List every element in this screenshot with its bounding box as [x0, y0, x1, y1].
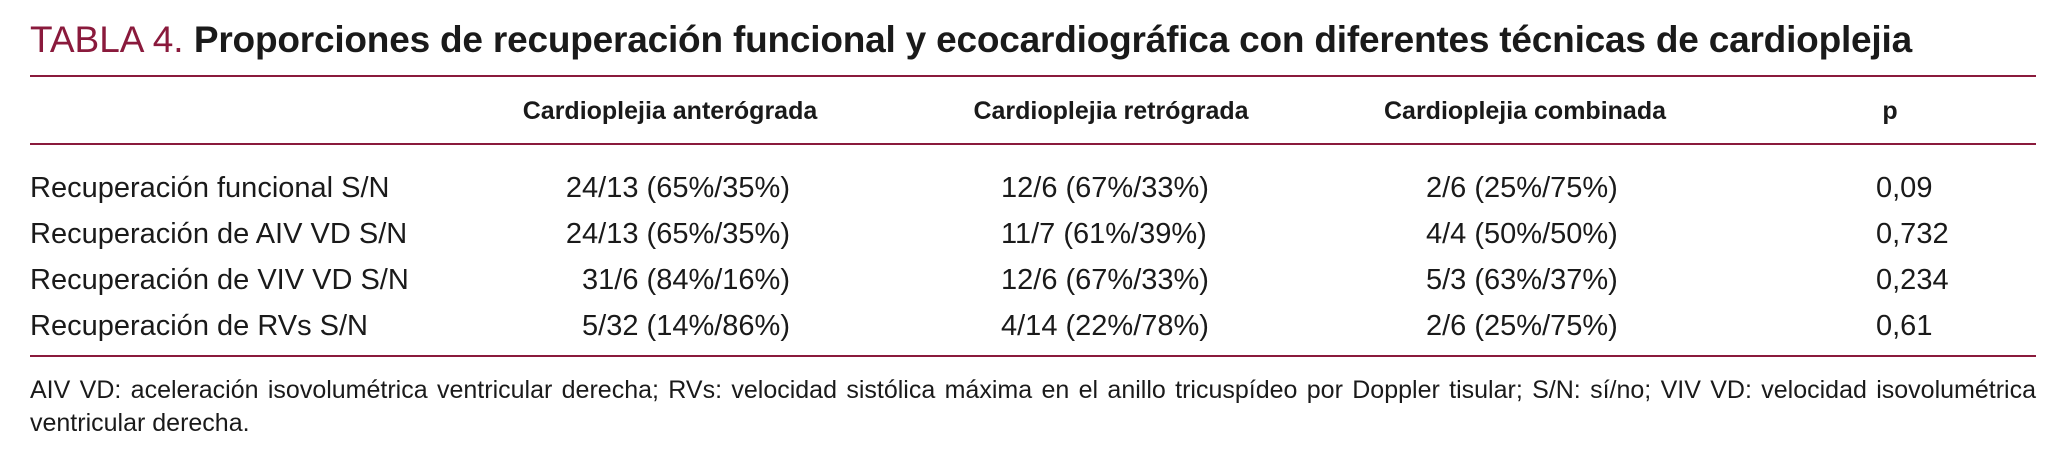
- table-cell: 4/14 (22%/78%): [1001, 310, 1209, 342]
- table-cell-p: 0,61: [1876, 310, 1933, 342]
- table-cell-p: 0,09: [1876, 172, 1933, 204]
- table-cell: 24/13 (65%/35%): [565, 172, 790, 204]
- row-label-aiv-vd: Recuperación de AIV VD S/N: [30, 218, 408, 250]
- row-label-rvs: Recuperación de RVs S/N: [30, 310, 368, 342]
- table-cell: 2/6 (25%/75%): [1426, 172, 1618, 204]
- header-p: p: [1882, 97, 1898, 125]
- top-rule: [30, 75, 2036, 77]
- table-cell: 5/3 (63%/37%): [1426, 264, 1618, 296]
- header-retrograda: Cardioplejia retrógrada: [973, 97, 1249, 125]
- table-cell: 24/13 (65%/35%): [565, 218, 790, 250]
- bottom-rule: [30, 355, 2036, 357]
- table-cell: 11/7 (61%/39%): [1001, 218, 1207, 250]
- table-cell-p: 0,234: [1876, 264, 1949, 296]
- table-cell: 12/6 (67%/33%): [1001, 172, 1209, 204]
- table-footnote: AIV VD: aceleración isovolumétrica ventr…: [30, 376, 2036, 437]
- table-cell-p: 0,732: [1876, 218, 1949, 250]
- table-number: TABLA 4.: [30, 19, 184, 60]
- table-cell: 31/6 (84%/16%): [582, 264, 790, 296]
- table-cell: 5/32 (14%/86%): [582, 310, 790, 342]
- row-label-viv-vd: Recuperación de VIV VD S/N: [30, 264, 409, 296]
- header-rule: [30, 143, 2036, 145]
- header-combinada: Cardioplejia combinada: [1383, 97, 1667, 125]
- row-label-funcional: Recuperación funcional S/N: [30, 172, 390, 204]
- table-cell: 12/6 (67%/33%): [1001, 264, 1209, 296]
- table-title: TABLA 4. Proporciones de recuperación fu…: [30, 14, 1912, 66]
- header-anterograda: Cardioplejia anterógrada: [522, 97, 818, 125]
- table-caption: Proporciones de recuperación funcional y…: [193, 19, 1912, 60]
- table-cell: 2/6 (25%/75%): [1426, 310, 1618, 342]
- table-cell: 4/4 (50%/50%): [1426, 218, 1618, 250]
